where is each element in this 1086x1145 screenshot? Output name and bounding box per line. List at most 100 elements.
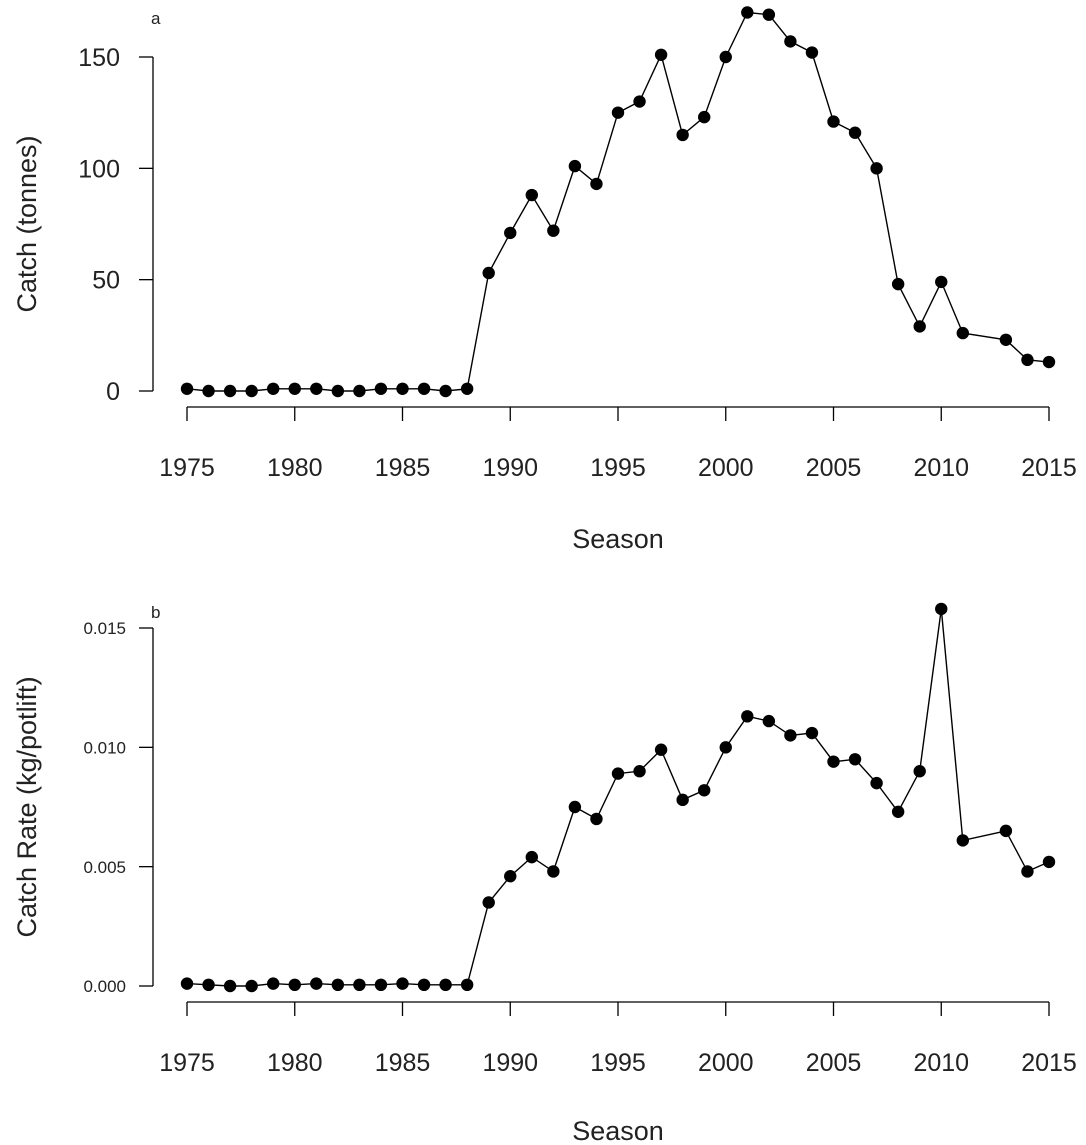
- panel-label: a: [151, 9, 161, 28]
- data-point: [827, 755, 840, 768]
- data-point: [417, 382, 431, 395]
- data-point: [698, 784, 711, 797]
- series-line: [186, 11, 1050, 392]
- data-point: [654, 48, 668, 61]
- panel-b-catch-rate-chart: 1975 1980 1985 1990 1995 2000 2005 2010 2015 0.00…: [12, 602, 1077, 1145]
- data-point: [439, 384, 452, 398]
- data-point: [719, 741, 732, 754]
- data-point: [568, 800, 582, 814]
- x-tick-label: 2010: [913, 1049, 969, 1077]
- data-point: [633, 95, 646, 108]
- data-point: [267, 382, 280, 395]
- x-tick-label: 2015: [1021, 454, 1077, 482]
- data-point: [245, 979, 258, 993]
- data-point: [1021, 865, 1034, 878]
- data-point: [460, 382, 474, 395]
- data-point: [590, 177, 603, 191]
- x-tick-label: 2005: [806, 1049, 862, 1077]
- data-point: [202, 384, 215, 398]
- data-point: [935, 275, 948, 289]
- data-point: [935, 602, 948, 616]
- data-point: [353, 384, 366, 398]
- data-point: [741, 6, 754, 19]
- data-point: [676, 793, 689, 807]
- data-point: [439, 978, 452, 992]
- data-point: [482, 266, 495, 280]
- data-point: [180, 382, 194, 395]
- data-point: [633, 765, 646, 778]
- x-tick-label: 1985: [375, 454, 431, 482]
- data-point: [999, 333, 1013, 346]
- data-point: [590, 812, 603, 826]
- data-point: [353, 978, 366, 992]
- data-point: [374, 382, 388, 395]
- y-tick-label: 100: [78, 155, 120, 183]
- data-point: [417, 978, 431, 992]
- data-point: [374, 978, 388, 992]
- data-point: [245, 384, 258, 398]
- data-point: [310, 382, 323, 395]
- y-tick-label: 0.015: [83, 619, 126, 638]
- data-point: [805, 46, 819, 59]
- data-point: [525, 188, 538, 202]
- y-tick-label: 150: [78, 44, 120, 72]
- y-tick-label: 0.010: [83, 738, 126, 757]
- data-point: [310, 977, 323, 990]
- y-axis-title: Catch (tonnes): [12, 135, 42, 312]
- data-point: [762, 8, 776, 21]
- data-point: [741, 710, 754, 723]
- data-point: [870, 162, 883, 175]
- data-point: [913, 320, 926, 333]
- data-point: [504, 226, 517, 240]
- data-point: [654, 743, 668, 756]
- data-point: [848, 753, 862, 766]
- panel-a-catch-chart: 1975 1980 1985 1990 1995 2000 2005 2010 2015 0 50 1…: [12, 6, 1077, 554]
- data-point: [288, 978, 301, 992]
- y-tick-label: 0.000: [83, 977, 126, 996]
- data-point: [611, 767, 625, 780]
- x-tick-label: 1995: [590, 454, 646, 482]
- data-point: [676, 128, 689, 142]
- data-point: [223, 979, 237, 993]
- x-tick-label: 2005: [806, 454, 862, 482]
- data-point: [331, 978, 345, 992]
- x-tick-label: 1980: [267, 454, 323, 482]
- data-point: [267, 977, 280, 990]
- y-tick-label: 0: [106, 378, 120, 406]
- data-point: [611, 106, 625, 119]
- data-point: [1021, 353, 1034, 367]
- data-point: [784, 729, 797, 742]
- x-tick-label: 1975: [159, 454, 215, 482]
- data-point: [956, 834, 969, 847]
- x-tick-label: 1985: [375, 1049, 431, 1077]
- data-point: [396, 382, 409, 395]
- data-point: [482, 896, 495, 909]
- data-point: [288, 382, 301, 395]
- data-point: [784, 35, 797, 48]
- x-tick-label: 1975: [159, 1049, 215, 1077]
- data-point: [719, 50, 732, 64]
- y-tick-label: 0.005: [83, 858, 126, 877]
- x-axis-title: Season: [572, 1116, 664, 1145]
- data-point: [805, 726, 819, 740]
- data-point: [525, 850, 538, 864]
- data-point: [180, 977, 194, 990]
- x-axis-title: Season: [572, 524, 664, 554]
- data-point: [1042, 855, 1056, 869]
- x-tick-label: 2000: [698, 1049, 754, 1077]
- data-point: [460, 978, 474, 992]
- data-point: [827, 115, 840, 128]
- data-point: [547, 224, 560, 237]
- x-tick-label: 2015: [1021, 1049, 1077, 1077]
- data-point: [698, 110, 711, 124]
- data-point: [999, 824, 1013, 838]
- data-point: [913, 765, 926, 778]
- data-point: [504, 870, 517, 883]
- data-point: [331, 384, 345, 398]
- series-line: [186, 608, 1050, 987]
- x-tick-label: 1990: [482, 454, 538, 482]
- x-tick-label: 1995: [590, 1049, 646, 1077]
- data-point: [396, 977, 409, 990]
- data-point: [202, 978, 215, 992]
